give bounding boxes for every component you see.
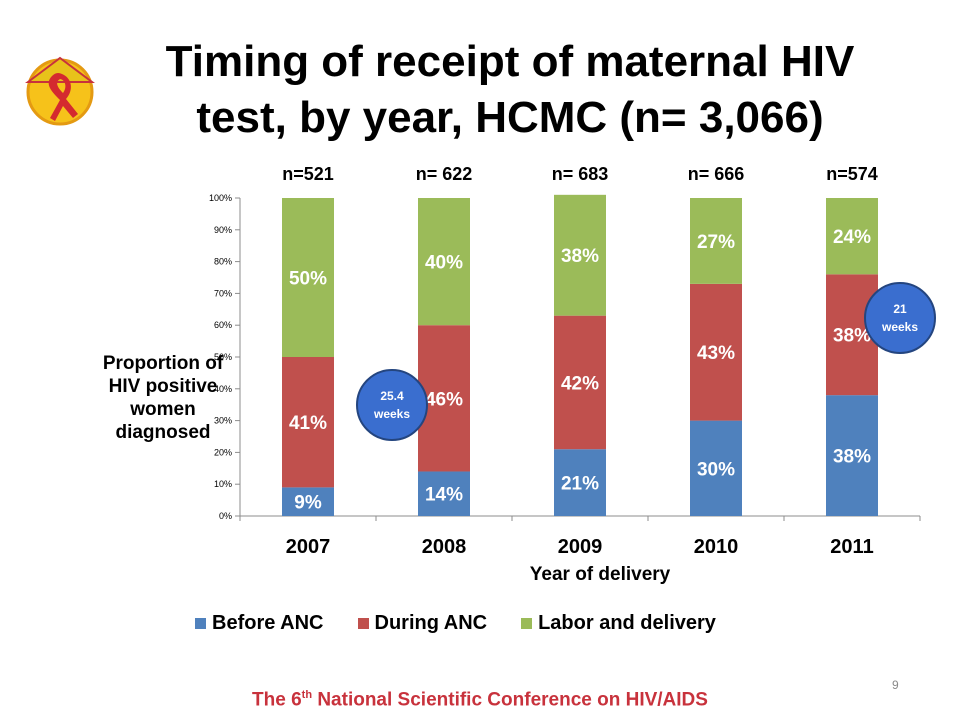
y-axis-label-line-2: HIV positive [108, 376, 218, 397]
footer-suffix: National Scientific Conference on HIV/AI… [312, 689, 708, 711]
callout-bubble-2008: 25.4 weeks [356, 369, 428, 441]
y-axis-label: Proportion of HIV positive women diagnos… [70, 352, 256, 444]
bar-data-label: 43% [697, 343, 735, 364]
bar-segment [826, 198, 878, 275]
legend-item-before-anc: Before ANC [195, 612, 324, 635]
sample-size-label: n= 683 [552, 164, 609, 184]
bar-segment [282, 198, 334, 357]
y-tick-label: 60% [214, 320, 232, 330]
slide-title: Timing of receipt of maternal HIV test, … [110, 34, 910, 146]
bar-data-label: 40% [425, 253, 463, 274]
bar-data-label: 27% [697, 232, 735, 253]
bar-segment [418, 198, 470, 326]
legend-swatch [195, 618, 206, 629]
bar-data-label: 24% [833, 227, 871, 248]
x-axis-label: Year of delivery [529, 564, 671, 585]
callout-value: 25.4 [380, 389, 404, 403]
page-number: 9 [892, 678, 899, 692]
sample-size-label: n= 666 [688, 164, 745, 184]
legend-label: During ANC [374, 612, 488, 634]
sample-size-label: n=574 [826, 164, 878, 184]
legend-item-during-anc: During ANC [357, 612, 488, 635]
bar-segment [554, 449, 606, 516]
bar-data-label: 30% [697, 459, 735, 480]
legend-swatch [357, 618, 369, 629]
bar-segment [282, 357, 334, 488]
bar-data-label: 46% [425, 389, 463, 410]
y-tick-label: 0% [219, 511, 232, 521]
ribbon-logo-icon [25, 56, 95, 126]
x-tick-label: 2007 [286, 536, 331, 558]
callout-unit: weeks [373, 407, 411, 421]
bar-data-label: 38% [561, 246, 599, 267]
y-tick-label: 100% [209, 193, 232, 203]
x-tick-label: 2010 [694, 536, 739, 558]
bar-segment [690, 420, 742, 516]
y-axis-label-line-4: diagnosed [115, 422, 211, 443]
sample-size-label: n= 622 [416, 164, 473, 184]
footer-superscript: th [301, 689, 313, 701]
bar-data-label: 42% [561, 373, 599, 394]
bar-data-label: 41% [289, 413, 327, 434]
legend-item-labor-delivery: Labor and delivery [521, 612, 716, 635]
y-axis-label-line-3: women [130, 399, 196, 420]
bar-segment [690, 198, 742, 284]
x-tick-label: 2009 [558, 536, 603, 558]
x-tick-label: 2011 [830, 536, 873, 558]
bar-data-label: 9% [294, 493, 322, 514]
y-tick-label: 50% [214, 352, 232, 362]
sample-size-label: n=521 [282, 164, 334, 184]
bar-segment [554, 194, 606, 316]
legend-label: Labor and delivery [538, 612, 716, 634]
bar-segment [826, 395, 878, 516]
y-tick-label: 20% [214, 447, 232, 457]
y-tick-label: 30% [214, 416, 232, 426]
bar-data-label: 38% [833, 447, 871, 468]
callout-unit: weeks [881, 320, 919, 334]
callout-bubble-2011: 21 weeks [864, 282, 936, 354]
bar-data-label: 21% [561, 474, 599, 495]
legend-label: Before ANC [212, 612, 324, 634]
bar-data-label: 38% [833, 326, 871, 347]
x-tick-label: 2008 [422, 536, 467, 558]
bar-data-label: 14% [425, 485, 463, 506]
y-axis-label-line-1: Proportion of [102, 353, 224, 374]
callout-value: 21 [893, 302, 907, 316]
y-tick-label: 90% [214, 225, 232, 235]
conference-footer: The 6th National Scientific Conference o… [200, 689, 760, 711]
title-line-2: test, by year, HCMC (n= 3,066) [196, 93, 824, 142]
legend-swatch [521, 618, 533, 629]
bar-segment [554, 315, 606, 450]
title-line-1: Timing of receipt of maternal HIV [165, 37, 855, 86]
bar-segment [282, 487, 334, 516]
y-tick-label: 10% [214, 479, 232, 489]
bar-segment [690, 283, 742, 421]
footer-prefix: The 6 [252, 689, 302, 711]
y-tick-label: 70% [214, 288, 232, 298]
bar-data-label: 50% [289, 269, 327, 290]
bar-segment [418, 471, 470, 516]
chart-legend: Before ANC During ANC Labor and delivery [195, 612, 716, 635]
y-tick-label: 40% [214, 384, 232, 394]
y-tick-label: 80% [214, 257, 232, 267]
